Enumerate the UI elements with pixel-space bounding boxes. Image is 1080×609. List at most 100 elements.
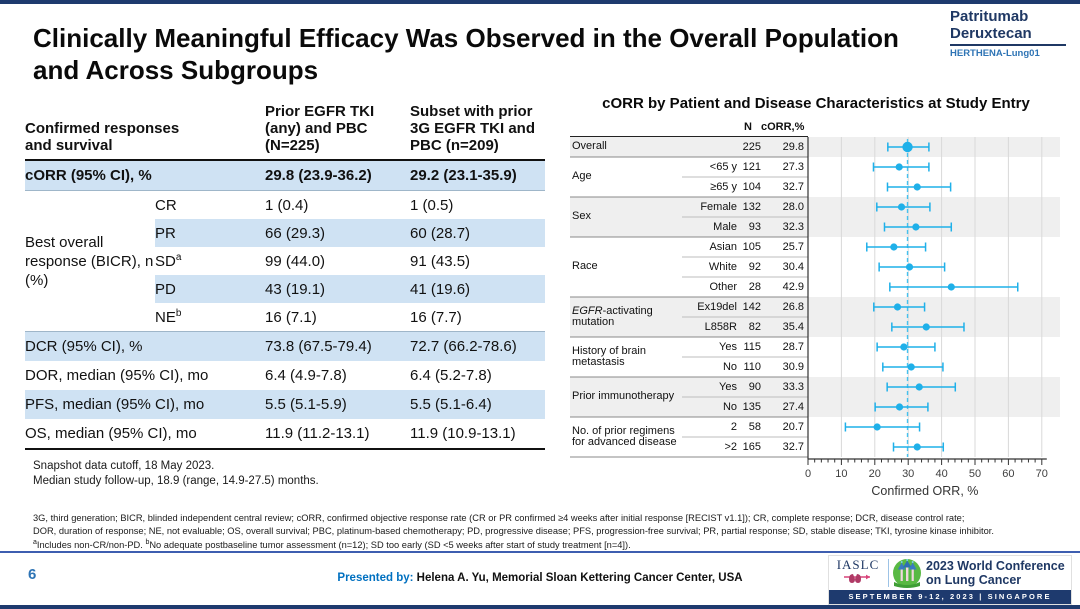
footer-separator — [0, 551, 1080, 553]
forest-n-value: 110 — [743, 361, 761, 373]
svg-text:10: 10 — [835, 468, 847, 480]
logo-divider — [888, 559, 889, 587]
presenter-name: Helena A. Yu, Memorial Sloan Kettering C… — [416, 572, 743, 584]
forest-sub-label: 2 — [730, 421, 737, 433]
forest-group-label: Overall — [572, 140, 607, 153]
svg-text:60: 60 — [1002, 468, 1014, 480]
forest-sub-label: >2 — [724, 441, 737, 453]
svg-text:50: 50 — [969, 468, 981, 480]
forest-sub-label: Male — [713, 221, 737, 233]
forest-group-label: Race — [572, 260, 598, 273]
forest-n-value: 225 — [742, 141, 761, 153]
page-title: Clinically Meaningful Efficacy Was Obser… — [33, 22, 899, 86]
forest-marker — [890, 243, 898, 251]
forest-sub-label: L858R — [704, 321, 737, 333]
slide-top-border — [0, 0, 1080, 4]
forest-n-value: 93 — [748, 221, 761, 233]
forest-n-value: 82 — [748, 321, 761, 333]
conference-banner: SEPTEMBER 9-12, 2023 | SINGAPORE — [829, 590, 1071, 604]
table-row: SDa 99 (44.0) 91 (43.5) — [155, 252, 471, 270]
drug-brand-logo: Patritumab Deruxtecan HERTHENA-Lung01 — [950, 8, 1066, 59]
title-line2: and Across Subgroups — [33, 55, 319, 85]
iaslc-logo: IASLC — [831, 558, 885, 589]
table-row: PR 66 (29.3) 60 (28.7) — [155, 219, 545, 247]
forest-group-label: History of brain metastasis — [572, 344, 646, 368]
forest-n-value: 105 — [742, 241, 761, 253]
forest-n-value: 58 — [748, 421, 761, 433]
forest-corr-value: 42.9 — [782, 281, 804, 293]
singapore-icon — [893, 559, 921, 588]
svg-text:70: 70 — [1036, 468, 1048, 480]
table-row: DOR, median (95% CI), mo 6.4 (4.9-7.8) 6.4… — [25, 367, 492, 384]
results-table: Confirmed responses and survival Prior E… — [25, 92, 545, 450]
forest-sub-label: Other — [709, 281, 737, 293]
forest-group-label: Prior immunotherapy — [572, 390, 675, 403]
forest-n-value: 135 — [742, 401, 761, 413]
survival-rows: DCR (95% CI), % 73.8 (67.5-79.4) 72.7 (66.… — [25, 332, 545, 450]
cutoff-note: Snapshot data cutoff, 18 May 2023. — [33, 460, 215, 472]
best-overall-response-block: Best overall response (BICR), n (%) CR 1 … — [25, 191, 545, 332]
forest-corr-value: 26.8 — [782, 301, 804, 313]
abbreviation-footnotes: 3G, third generation; BICR, blinded inde… — [33, 512, 994, 552]
forest-n-value: 92 — [748, 261, 761, 273]
table-row: PFS, median (95% CI), mo 5.5 (5.1-5.9) 5.5… — [25, 390, 545, 419]
page-number: 6 — [28, 566, 37, 583]
forest-col-corr: cORR,% — [761, 121, 805, 133]
forest-row-band — [570, 377, 1060, 417]
forest-header-rule — [570, 136, 808, 137]
forest-n-value: 28 — [748, 281, 761, 293]
followup-note: Median study follow-up, 18.9 (range, 14.… — [33, 475, 319, 487]
forest-corr-value: 25.7 — [782, 241, 804, 253]
col1-header: Prior EGFR TKI (any) and PBC (N=225) — [265, 103, 375, 154]
bor-label: Best overall response (BICR), n (%) — [25, 233, 154, 289]
forest-corr-value: 32.7 — [782, 181, 804, 193]
results-table-header: Confirmed responses and survival Prior E… — [25, 92, 545, 161]
forest-plot: N cORR,% Overall 225 29.8 Age <65 y 121 27.3 ≥6… — [570, 117, 1062, 503]
forest-corr-value: 30.9 — [782, 361, 804, 373]
table-row: PD 43 (19.1) 41 (19.6) — [155, 275, 545, 303]
forest-group-label: Age — [572, 170, 592, 183]
table-row: NEb 16 (7.1) 16 (7.7) — [155, 308, 462, 326]
svg-text:20: 20 — [869, 468, 881, 480]
trial-name: HERTHENA-Lung01 — [950, 48, 1040, 59]
table-row: CR 1 (0.4) 1 (0.5) — [155, 196, 454, 214]
forest-sub-label: No — [722, 401, 737, 413]
forest-sub-label: Asian — [709, 241, 737, 253]
forest-corr-value: 32.7 — [782, 441, 804, 453]
forest-row-band — [570, 197, 1060, 237]
forest-sub-label: Yes — [719, 381, 737, 393]
forest-corr-value: 28.0 — [782, 201, 804, 213]
forest-corr-value: 27.4 — [782, 401, 804, 413]
svg-text:30: 30 — [902, 468, 914, 480]
forest-group-label: EGFR-activating mutation — [572, 304, 653, 328]
slide-bottom-border — [0, 605, 1080, 609]
footnote-line3: aIncludes non-CR/non-PD. bNo adequate po… — [33, 539, 631, 551]
footnote-line1: 3G, third generation; BICR, blinded inde… — [33, 513, 965, 523]
svg-text:Confirmed ORR, %: Confirmed ORR, % — [871, 484, 978, 498]
forest-corr-value: 20.7 — [782, 421, 804, 433]
forest-sub-label: <65 y — [709, 161, 737, 173]
svg-text:0: 0 — [805, 468, 811, 480]
conference-logo: IASLC 2023 Wor — [828, 555, 1072, 605]
forest-marker — [895, 163, 903, 171]
forest-marker — [913, 443, 921, 451]
brand-name: Patritumab Deruxtecan — [950, 8, 1066, 46]
conference-name: 2023 World Conference on Lung Cancer — [926, 559, 1065, 587]
forest-row-band — [570, 137, 1060, 157]
forest-panel: cORR by Patient and Disease Characterist… — [570, 95, 1065, 503]
forest-marker — [900, 343, 908, 351]
forest-corr-value: 33.3 — [782, 381, 804, 393]
forest-n-value: 142 — [742, 301, 761, 313]
forest-marker — [947, 283, 955, 291]
forest-col-n: N — [744, 121, 752, 133]
forest-marker — [873, 423, 881, 431]
forest-marker — [907, 363, 915, 371]
forest-n-value: 121 — [742, 161, 761, 173]
presented-by: Presented by: Helena A. Yu, Memorial Slo… — [0, 572, 1080, 584]
forest-group-label: Sex — [572, 210, 591, 223]
forest-corr-value: 28.7 — [782, 341, 804, 353]
forest-corr-value: 32.3 — [782, 221, 804, 233]
forest-n-value: 104 — [742, 181, 761, 193]
footnote-line2: DOR, duration of response; NE, not evalu… — [33, 525, 994, 536]
forest-sub-label: Ex19del — [697, 301, 737, 313]
